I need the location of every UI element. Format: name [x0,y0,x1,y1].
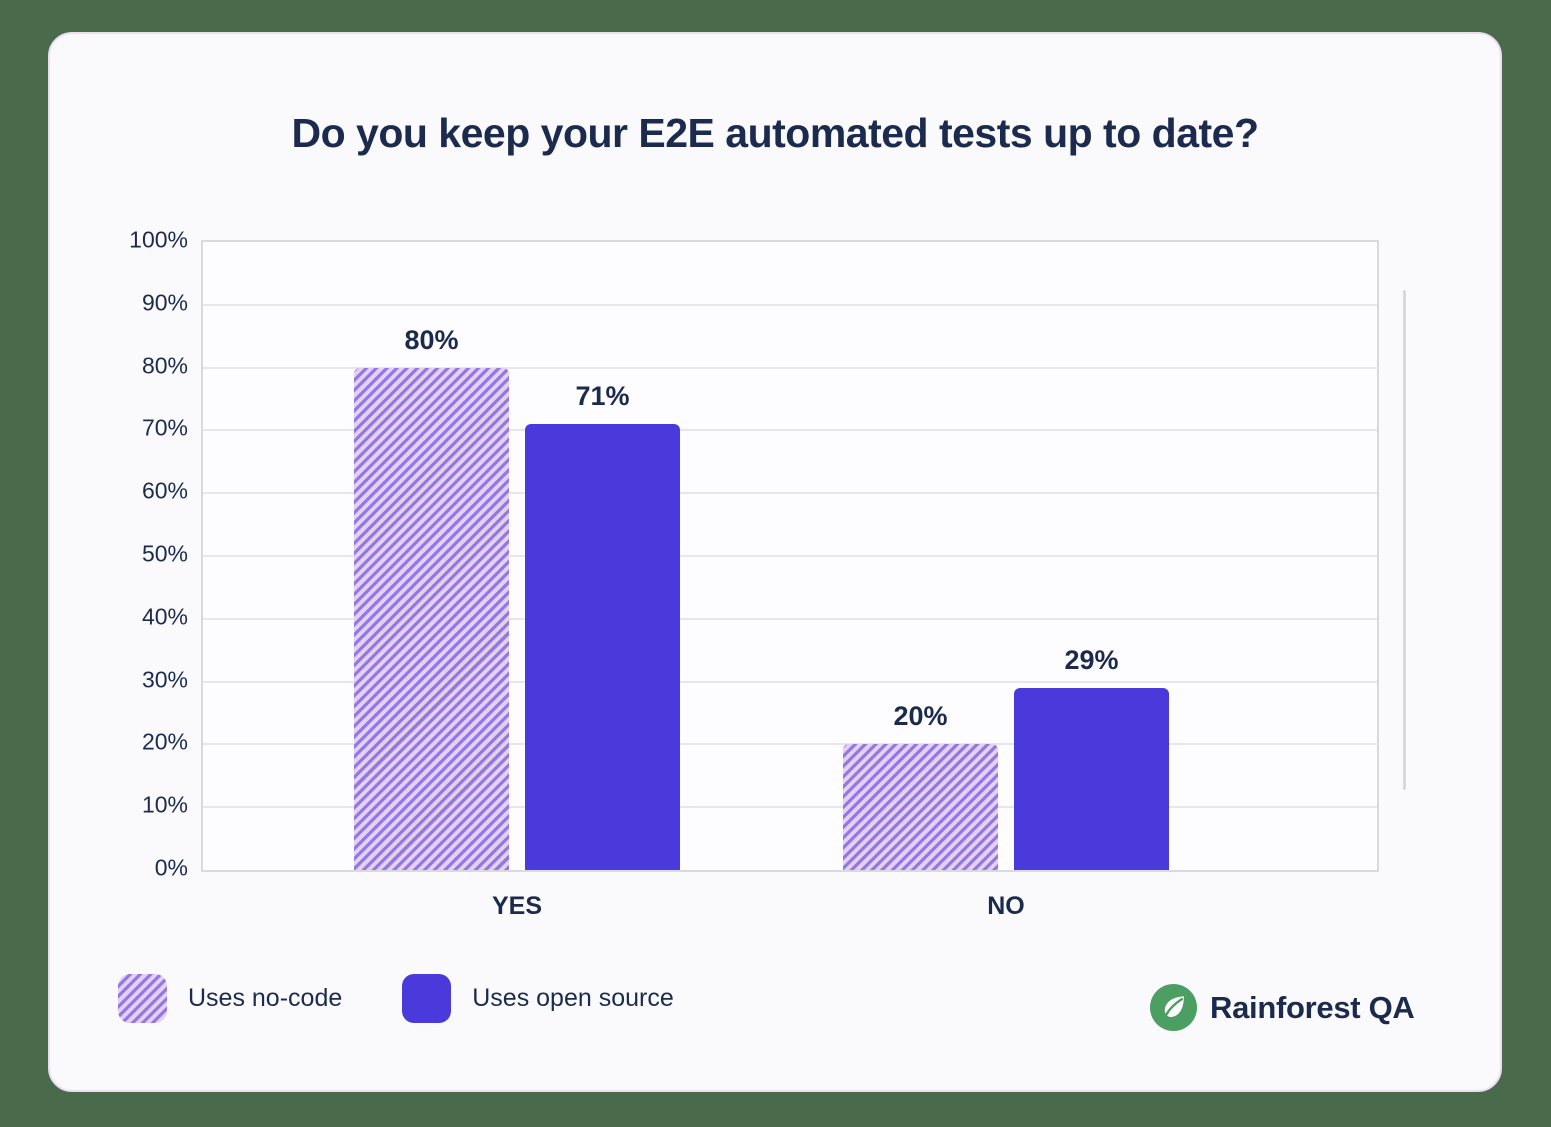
value-label: 20% [893,701,948,732]
y-tick-label: 100% [129,226,188,253]
bar-no-solid [1014,687,1169,870]
chart-card: Do you keep your E2E automated tests up … [48,32,1502,1092]
value-label: 29% [1064,644,1119,675]
y-tick-label: 80% [141,352,188,379]
value-label: 80% [404,324,459,355]
y-tick-label: 0% [154,854,188,881]
x-category-label: YES [491,892,543,920]
gridline [203,617,1377,620]
gridline [203,303,1377,306]
leaf-icon [1150,984,1197,1031]
bar-yes-hatched [354,367,509,870]
legend-label: Uses open source [472,984,674,1012]
chart-title: Do you keep your E2E automated tests up … [291,110,1259,156]
gridline [203,429,1377,432]
bar-no-hatched [843,744,998,870]
y-tick-label: 20% [141,728,188,755]
y-tick-label: 10% [141,791,188,818]
value-label: 71% [575,381,630,412]
legend-swatch-solid-icon [402,974,452,1023]
legend: Uses no-code Uses open source [118,974,674,1023]
legend-label: Uses no-code [188,984,343,1012]
gridline [203,555,1377,557]
y-tick-label: 30% [141,666,188,693]
logo-text: Rainforest QA [1210,989,1415,1025]
bar-yes-solid [525,424,680,870]
legend-item-no-code: Uses no-code [118,974,342,1023]
gridline [203,366,1377,369]
gridline [203,492,1377,495]
gridline [203,680,1377,683]
scrollbar[interactable] [1403,290,1406,790]
rainforest-logo: Rainforest QA [1150,984,1415,1031]
y-tick-label: 60% [141,477,188,504]
gridline [203,806,1377,809]
x-category-label: NO [987,892,1025,920]
y-tick-label: 40% [141,603,188,630]
y-axis: 0% 10% 20% 30% 40% 50% 60% 70% 80% 90% 100% [50,227,188,881]
legend-item-open-source: Uses open source [402,974,674,1023]
y-tick-label: 90% [141,289,188,316]
plot-area: 80% 71% YES 20% 29% NO [201,240,1379,920]
y-tick-label: 50% [141,540,188,567]
y-tick-label: 70% [141,414,188,441]
gridline [203,743,1377,746]
legend-swatch-hatched-icon [118,974,167,1023]
